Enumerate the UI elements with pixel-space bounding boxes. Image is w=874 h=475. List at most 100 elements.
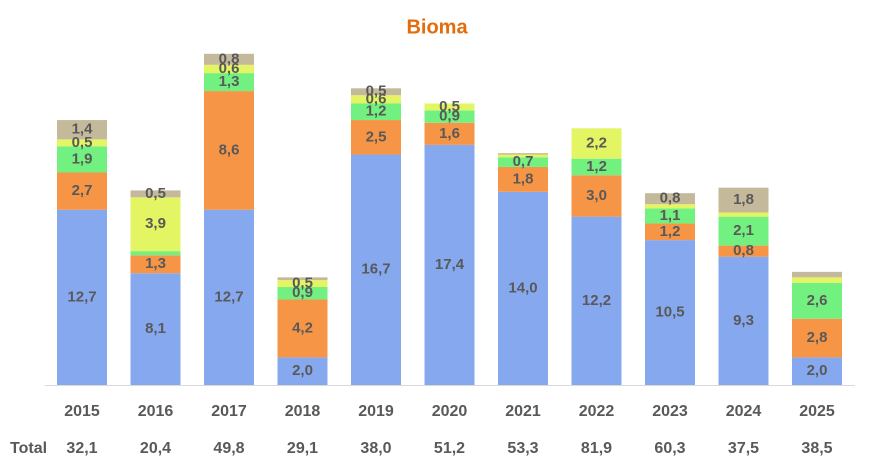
data-label: 2,8	[807, 329, 828, 346]
x-tick-label: 2025	[799, 403, 835, 420]
data-label: 0,5	[366, 83, 387, 100]
data-label: 1,9	[72, 150, 93, 167]
bar-segment	[645, 208, 695, 224]
bar-segment	[204, 64, 254, 74]
x-tick-label: 2024	[726, 403, 762, 420]
data-label: 0,5	[72, 134, 93, 151]
bar-segment	[498, 166, 548, 192]
bar-segment	[351, 103, 401, 121]
data-label: 1,4	[72, 121, 94, 138]
x-tick-label: 2018	[285, 403, 321, 420]
total-value: 38,0	[360, 440, 391, 457]
bar-segment	[351, 95, 401, 104]
bar-segment	[424, 110, 475, 123]
bar-segment	[571, 158, 622, 176]
bar-segment	[718, 216, 769, 246]
bar-segment	[351, 154, 401, 385]
bar-segment	[645, 223, 695, 241]
data-label: 0,5	[292, 275, 313, 292]
bar-segment	[57, 209, 107, 385]
data-label: 0,5	[145, 185, 166, 202]
bar-segment	[277, 280, 328, 288]
total-value: 51,2	[434, 440, 465, 457]
data-label: 2,2	[586, 134, 607, 151]
data-label: 2,5	[366, 128, 387, 145]
bar-segment	[277, 287, 328, 300]
bar-segment	[204, 209, 254, 385]
data-label: 1,2	[586, 158, 607, 175]
data-label: 2,1	[733, 222, 754, 239]
bar-segment	[204, 91, 254, 210]
data-label: 0,5	[439, 98, 460, 115]
data-label: 0,8	[733, 242, 754, 259]
bar-segment	[277, 299, 328, 358]
bar-segment	[792, 318, 842, 358]
bar-segment	[130, 190, 181, 198]
data-label: 12,2	[582, 292, 611, 309]
bar-segment	[498, 191, 548, 385]
total-value: 29,1	[287, 440, 318, 457]
total-value: 60,3	[654, 440, 685, 457]
data-label: 0,6	[366, 90, 387, 107]
total-value: 37,5	[728, 440, 759, 457]
bar-segment	[424, 103, 475, 111]
x-tick-label: 2015	[64, 403, 100, 420]
bar-segment	[130, 255, 181, 274]
data-label: 1,1	[660, 207, 681, 224]
data-label: 8,6	[219, 141, 240, 158]
bar-segment	[571, 216, 622, 385]
bar-segment	[130, 197, 181, 252]
data-label: 0,9	[292, 284, 313, 301]
data-label: 1,3	[219, 73, 240, 90]
bar-segment	[57, 172, 107, 210]
x-tick-label: 2020	[432, 403, 468, 420]
bar-segment	[351, 120, 401, 155]
data-label: 0,9	[439, 108, 460, 125]
data-label: 2,6	[807, 292, 828, 309]
bar-segment	[645, 204, 695, 209]
data-label: 2,0	[292, 362, 313, 379]
data-label: 12,7	[214, 288, 243, 305]
data-label: 1,2	[366, 103, 387, 120]
data-label: 0,7	[513, 153, 534, 170]
total-value: 20,4	[140, 440, 171, 457]
data-label: 1,8	[513, 170, 534, 187]
bar-segment	[792, 277, 842, 283]
total-value: 53,3	[507, 440, 538, 457]
bar-segment	[277, 357, 328, 385]
bar-segment	[57, 139, 107, 147]
bar-segment	[498, 154, 548, 158]
data-label: 0,6	[219, 60, 240, 77]
bar-segment	[130, 273, 181, 385]
data-label: 0,8	[219, 50, 240, 67]
bar-segment	[277, 277, 328, 281]
data-label: 2,7	[72, 182, 93, 199]
x-tick-label: 2022	[579, 403, 615, 420]
data-label: 1,6	[439, 125, 460, 142]
bar-segment	[718, 245, 769, 257]
data-label: 4,2	[292, 319, 313, 336]
bar-segment	[424, 122, 475, 145]
data-label: 17,4	[435, 256, 465, 273]
x-tick-label: 2021	[505, 403, 541, 420]
data-label: 3,9	[145, 215, 166, 232]
bar-segment	[498, 157, 548, 167]
data-label: 0,8	[660, 190, 681, 207]
bar-segment	[130, 251, 181, 256]
bar-segment	[792, 282, 842, 319]
data-label: 12,7	[67, 288, 96, 305]
bar-segment	[718, 187, 769, 213]
bar-segment	[645, 240, 695, 385]
bar-segment	[204, 73, 254, 92]
x-tick-label: 2019	[358, 403, 394, 420]
bar-segment	[57, 120, 107, 140]
bar-segment	[204, 53, 254, 65]
x-tick-label: 2017	[211, 403, 247, 420]
total-value: 32,1	[66, 440, 97, 457]
data-label: 1,2	[660, 223, 681, 240]
data-label: 8,1	[145, 320, 166, 337]
bar-segment	[571, 175, 622, 217]
data-label: 9,3	[733, 312, 754, 329]
bar-segment	[498, 153, 548, 155]
